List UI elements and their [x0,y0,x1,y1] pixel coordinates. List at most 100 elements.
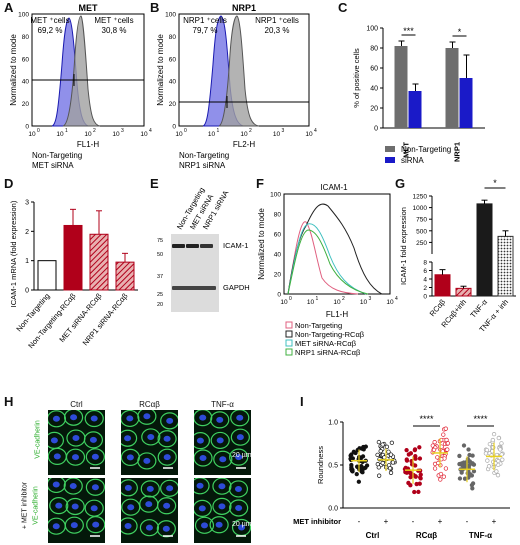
micrograph-image [48,410,105,469]
data-point [499,441,504,446]
group-label: Ctrl [366,531,380,540]
y-tick-label: 20 [22,101,30,108]
nucleus [124,435,132,442]
data-point [491,431,497,437]
nucleus [91,484,99,491]
y-tick-label: 1250 [413,194,428,201]
bar [408,91,422,128]
y-tick-label: 0 [25,124,29,131]
nucleus [234,485,242,492]
legend-swatch [385,157,395,163]
data-point [495,473,501,478]
data-point [470,486,475,491]
cell-border [85,448,105,466]
cell-border [209,516,229,534]
cell-border [230,428,250,446]
trace-met-sirna-rcab [287,223,367,295]
nucleus [199,414,207,421]
data-point [431,447,437,453]
legend-label: siRNA [401,156,424,165]
y-tick-label: 0 [172,124,176,131]
nucleus [147,433,155,440]
plot-frame [283,193,391,295]
nucleus [198,505,206,512]
legend-control: Non-Targeting [179,151,229,160]
marker-25: 25 [157,292,163,298]
cell-border [137,452,157,470]
nucleus [126,415,134,422]
data-point [413,454,418,459]
cell-border [229,448,249,466]
cell-border [121,517,138,535]
x-tick-label: MET [402,142,411,158]
x-tick-exponent: 3 [282,128,285,134]
cell-border [212,478,232,495]
x-axis-label: FL2-H [233,140,255,149]
data-point [445,447,450,452]
y-ticks: 100 80 60 40 20 0 [270,192,281,299]
nucleus [166,417,174,424]
y-tick-label: 0 [25,288,29,295]
nucleus [143,457,151,464]
y-tick-label: 100 [18,12,29,19]
data-point [487,441,493,447]
y-tick-label: 1.0 [328,420,338,427]
cell-border [63,410,84,426]
x-tick-label: 10 [56,131,64,138]
micrograph-image [194,410,250,469]
significance-label: *** [403,26,414,36]
data-point [390,460,396,465]
nucleus [235,454,243,461]
nucleus [196,437,204,444]
row1-label: VE-cadherin [34,420,42,459]
panel-h-micrographs: Ctrl RCαβ TNF-α VE-cadherin + MET inhibi… [18,400,288,545]
condition-label: - [412,517,415,526]
gate-right-label: NRP1 ⁺cells [255,16,299,25]
nucleus [235,504,243,511]
significance-label: * [458,27,462,37]
y-axis-label: ICAM-1 mRNA (fold expression) [9,200,18,307]
cell-border [194,432,210,450]
data-point [498,447,503,452]
y-tick-label: 100 [270,192,281,199]
row2-label: VE-cadherin [32,486,40,525]
panel-g-chart: 0 24 68 250 500 750 1000 1250 ICAM-1 fold expres… [399,178,516,334]
x-tick-exponent: 3 [121,128,124,134]
data-point [438,471,444,477]
data-point [406,480,411,486]
x-tick-label: 10 [307,299,315,306]
data-point [471,462,477,467]
x-tick-exponent: 4 [149,128,152,134]
x-tick-label: 10 [112,131,120,138]
data-point [388,452,394,457]
panel-a-title: MET [79,3,99,13]
col-label-ctrl: Ctrl [70,400,83,409]
group-label: TNF-α [469,531,492,540]
x-tick-label: 10 [273,131,281,138]
x-axis-label: FL1-H [77,140,99,149]
cell-border [141,428,161,446]
nucleus [238,524,246,531]
gate-left-label: NRP1 ⁺cells [183,16,227,25]
cell-border [85,478,105,496]
icam1-band [186,244,199,248]
x-tick-label: 10 [84,131,92,138]
cell-border [121,429,138,447]
x-tick-exponent: 3 [369,296,372,302]
micrograph-tile [194,478,251,543]
y-tick-label: 0 [374,126,378,133]
cell-border [65,497,85,516]
y-tick-label: 60 [169,56,177,63]
data-point [486,464,492,469]
x-tick-label: 10 [360,299,368,306]
x-tick-label: 10 [208,131,216,138]
x-tick-label: 10 [305,131,313,138]
nucleus [218,503,226,510]
condition-label: - [358,517,361,526]
marker-75: 75 [157,238,163,244]
data-point [416,489,421,495]
data-point [461,443,467,448]
y-tick-label: 100 [165,12,176,19]
y-tick-label: 0 [423,294,427,301]
x-tick-exponent: 0 [184,128,187,134]
